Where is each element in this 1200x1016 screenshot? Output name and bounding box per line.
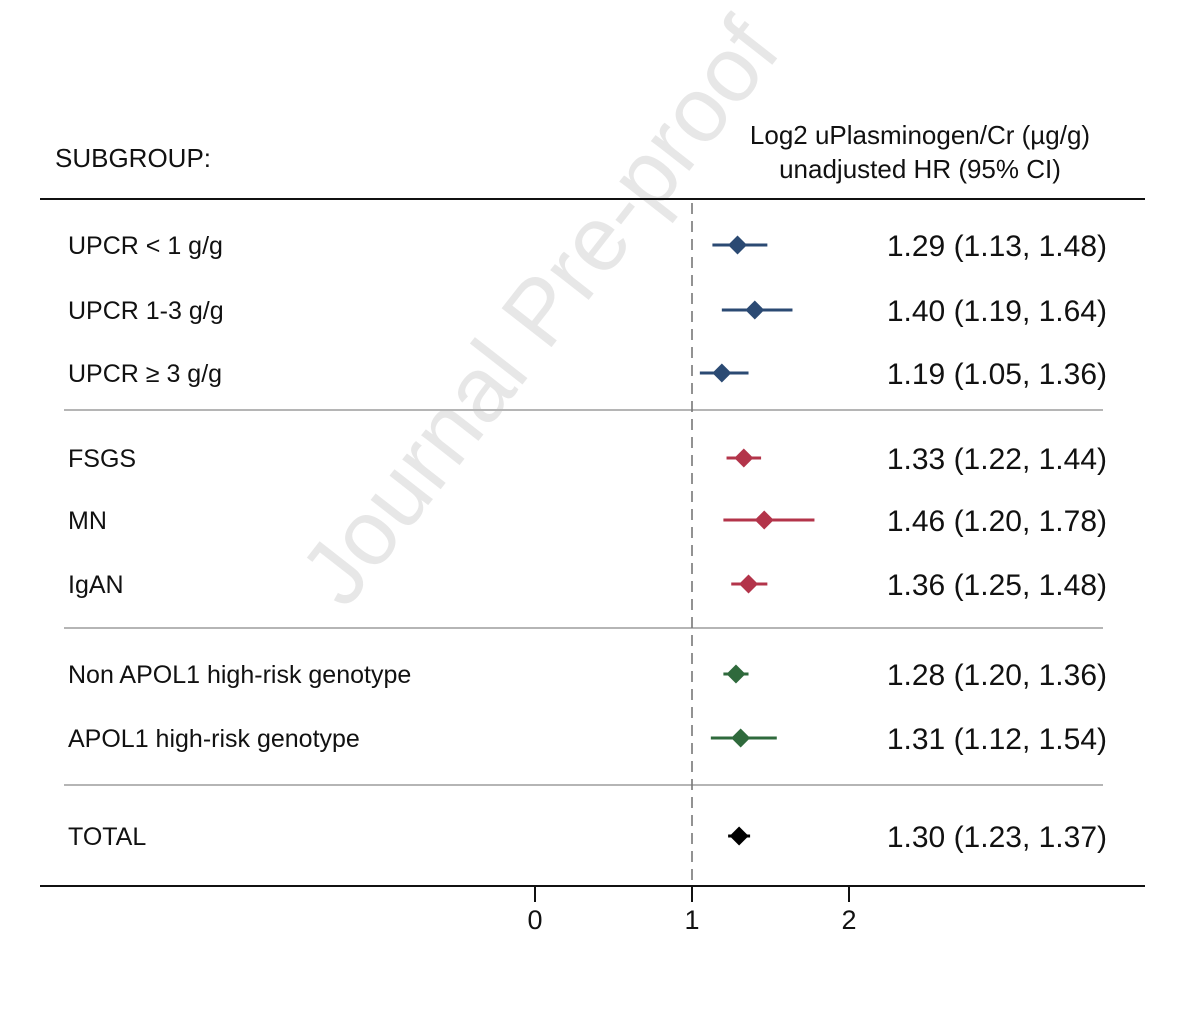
- point-estimate-upcr-1-g-g: [728, 235, 748, 255]
- point-estimate-upcr-3-g-g: [712, 363, 732, 383]
- row-label-apol1-high-risk-genotype: APOL1 high-risk genotype: [68, 725, 360, 753]
- x-tick-label-1: 1: [684, 905, 699, 935]
- row-label-non-apol1-high-risk-genotype: Non APOL1 high-risk genotype: [68, 661, 411, 689]
- row-label-total: TOTAL: [68, 823, 146, 851]
- point-estimate-mn: [754, 510, 774, 530]
- point-estimate-upcr-1-3-g-g: [745, 300, 765, 320]
- hr-value-igan: 1.36 (1.25, 1.48): [887, 569, 1107, 602]
- point-estimate-apol1-high-risk-genotype: [731, 728, 751, 748]
- row-label-mn: MN: [68, 507, 107, 535]
- row-label-upcr-3-g-g: UPCR ≥ 3 g/g: [68, 360, 222, 388]
- hr-value-upcr-1-3-g-g: 1.40 (1.19, 1.64): [887, 295, 1107, 328]
- column-title-line2: unadjusted HR (95% CI): [779, 154, 1061, 184]
- point-estimate-total: [729, 826, 749, 846]
- hr-value-non-apol1-high-risk-genotype: 1.28 (1.20, 1.36): [887, 659, 1107, 692]
- row-label-fsgs: FSGS: [68, 445, 136, 473]
- column-title-line1: Log2 uPlasminogen/Cr (µg/g): [749, 120, 1091, 150]
- point-estimate-non-apol1-high-risk-genotype: [726, 664, 746, 684]
- hr-value-upcr-3-g-g: 1.19 (1.05, 1.36): [887, 358, 1107, 391]
- row-label-igan: IgAN: [68, 571, 124, 599]
- point-estimate-fsgs: [734, 448, 754, 468]
- hr-value-apol1-high-risk-genotype: 1.31 (1.12, 1.54): [887, 723, 1107, 756]
- hr-value-fsgs: 1.33 (1.22, 1.44): [887, 443, 1107, 476]
- row-label-upcr-1-g-g: UPCR < 1 g/g: [68, 232, 223, 260]
- row-label-upcr-1-3-g-g: UPCR 1-3 g/g: [68, 297, 224, 325]
- column-title: Log2 uPlasminogen/Cr (µg/g) unadjusted H…: [690, 118, 1150, 186]
- x-tick-label-0: 0: [527, 905, 542, 935]
- hr-value-total: 1.30 (1.23, 1.37): [887, 821, 1107, 854]
- x-tick-label-2: 2: [841, 905, 856, 935]
- hr-value-upcr-1-g-g: 1.29 (1.13, 1.48): [887, 230, 1107, 263]
- hr-value-mn: 1.46 (1.20, 1.78): [887, 505, 1107, 538]
- point-estimate-igan: [739, 574, 759, 594]
- subgroup-header: SUBGROUP:: [55, 143, 212, 173]
